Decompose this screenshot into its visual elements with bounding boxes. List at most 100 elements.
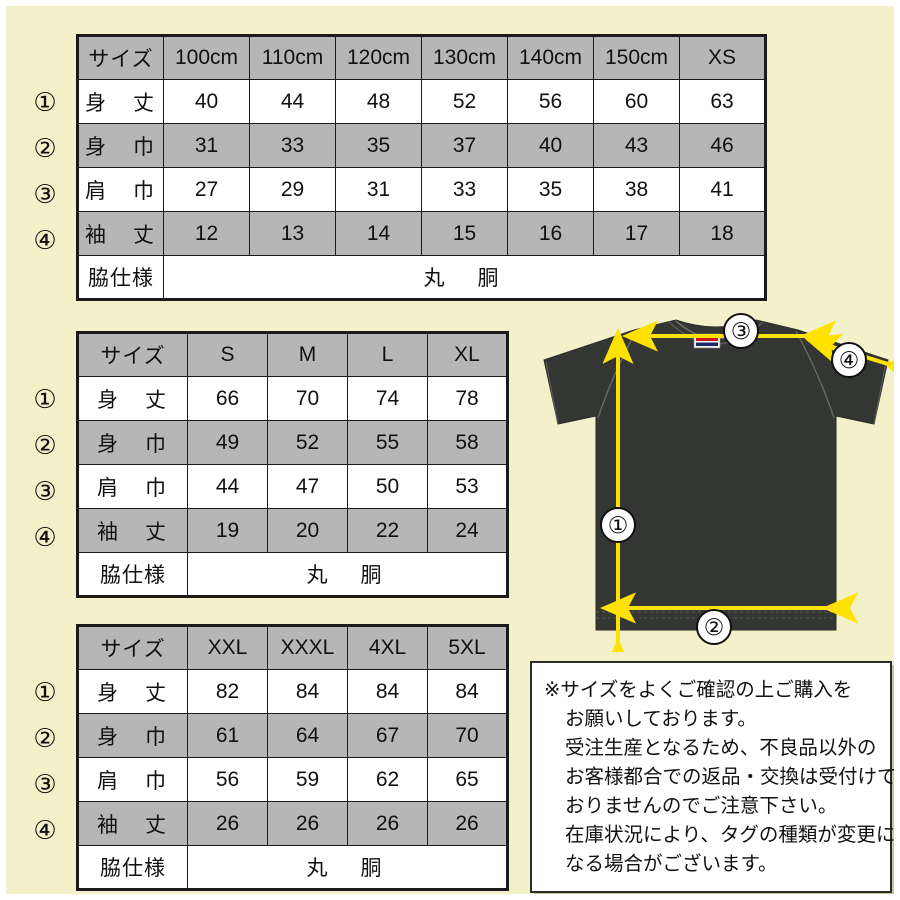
measurement-cell: 84 <box>427 669 508 714</box>
tshirt-measurement-diagram: ① ② ③ ④ <box>536 312 894 652</box>
measurement-cell: 56 <box>507 79 594 124</box>
header-cell-L: L <box>347 332 428 377</box>
callout-badge-1: ① <box>600 507 636 543</box>
table-row: 肩 巾 56 59 62 65 <box>77 757 508 802</box>
header-cell-4XL: 4XL <box>347 625 428 670</box>
row-label-cell: 身 丈 <box>77 79 164 124</box>
table-header-row: サイズ 100cm 110cm 120cm 130cm 140cm 150cm XS <box>77 35 766 80</box>
header-cell-S: S <box>187 332 268 377</box>
row-label-cell: 身 丈 <box>77 376 188 421</box>
measurement-cell: 63 <box>679 79 766 124</box>
marker-4-big: ④ <box>33 816 57 846</box>
measurement-cell: 26 <box>267 801 348 846</box>
measurement-cell: 44 <box>249 79 336 124</box>
measurement-cell: 29 <box>249 167 336 212</box>
svg-text:①: ① <box>608 513 629 539</box>
header-cell-130cm: 130cm <box>421 35 508 80</box>
row-label-cell: 身 丈 <box>77 669 188 714</box>
table-row: 袖 丈 26 26 26 26 <box>77 801 508 846</box>
table-row: 袖 丈 19 20 22 24 <box>77 508 508 553</box>
measurement-cell: 35 <box>507 167 594 212</box>
header-cell-110cm: 110cm <box>249 35 336 80</box>
measurement-cell: 26 <box>347 801 428 846</box>
marker-3-big: ③ <box>33 770 57 800</box>
marker-2-big: ② <box>33 724 57 754</box>
measurement-cell: 18 <box>679 211 766 256</box>
header-cell-size: サイズ <box>77 625 188 670</box>
side-spec-value: 丸 胴 <box>187 845 508 890</box>
side-spec-label: 脇仕様 <box>77 552 188 597</box>
note-line-7: なる場合がございます。 <box>565 852 778 875</box>
measurement-cell: 64 <box>267 713 348 758</box>
measurement-cell: 14 <box>335 211 422 256</box>
measurement-cell: 78 <box>427 376 508 421</box>
measurement-cell: 26 <box>187 801 268 846</box>
measurement-cell: 19 <box>187 508 268 553</box>
row-label-cell: 身 巾 <box>77 713 188 758</box>
note-line-3: 受注生産となるため、不良品以外の <box>565 736 877 759</box>
measurement-cell: 13 <box>249 211 336 256</box>
side-spec-label: 脇仕様 <box>77 845 188 890</box>
svg-text:④: ④ <box>839 348 860 374</box>
measurement-cell: 31 <box>335 167 422 212</box>
measurement-cell: 17 <box>593 211 680 256</box>
measurement-cell: 48 <box>335 79 422 124</box>
measurement-cell: 15 <box>421 211 508 256</box>
side-spec-row: 脇仕様丸 胴 <box>77 845 508 890</box>
measurement-cell: 70 <box>267 376 348 421</box>
marker-4-kids: ④ <box>33 226 57 256</box>
row-label-cell: 肩 巾 <box>77 464 188 509</box>
table-row: 肩 巾 27 29 31 33 35 38 41 <box>77 167 766 212</box>
svg-text:②: ② <box>704 615 725 641</box>
measurement-cell: 44 <box>187 464 268 509</box>
callout-badge-3: ③ <box>723 313 759 349</box>
measurement-cell: 84 <box>267 669 348 714</box>
bigsize-table: サイズ XXL XXXL 4XL 5XL 身 丈 82 84 84 84 身 巾 61 64 67 70 肩 … <box>76 624 509 891</box>
measurement-cell: 12 <box>163 211 250 256</box>
measurement-cell: 55 <box>347 420 428 465</box>
marker-1-adult: ① <box>33 385 57 415</box>
marker-1-kids: ① <box>33 88 57 118</box>
side-spec-row: 脇仕様丸 胴 <box>77 255 766 300</box>
header-cell-140cm: 140cm <box>507 35 594 80</box>
measurement-cell: 74 <box>347 376 428 421</box>
measurement-cell: 43 <box>593 123 680 168</box>
table-row: 袖 丈 12 13 14 15 16 17 18 <box>77 211 766 256</box>
note-line-1: ※サイズをよくご確認の上ご購入を <box>544 678 853 701</box>
measurement-cell: 49 <box>187 420 268 465</box>
row-label-cell: 身 巾 <box>77 420 188 465</box>
header-cell-5XL: 5XL <box>427 625 508 670</box>
adult-size-table: サイズ S M L XL 身 丈 66 70 74 78 身 巾 49 52 55 58 肩 巾 44 47 50 5… <box>76 331 509 598</box>
callout-badge-2: ② <box>696 609 732 645</box>
svg-text:③: ③ <box>731 319 752 345</box>
measurement-cell: 20 <box>267 508 348 553</box>
row-label-cell: 肩 巾 <box>77 757 188 802</box>
table-row: 身 丈 66 70 74 78 <box>77 376 508 421</box>
row-label-cell: 袖 丈 <box>77 508 188 553</box>
table-header-row: サイズ XXL XXXL 4XL 5XL <box>77 625 508 670</box>
header-cell-120cm: 120cm <box>335 35 422 80</box>
header-cell-150cm: 150cm <box>593 35 680 80</box>
kids-size-table: サイズ 100cm 110cm 120cm 130cm 140cm 150cm XS 身 丈 40… <box>76 34 767 301</box>
note-line-5: おりませんのでご注意下さい。 <box>565 794 838 817</box>
table-header-row: サイズ S M L XL <box>77 332 508 377</box>
measurement-cell: 31 <box>163 123 250 168</box>
bigsize-table-block: ① ② ③ ④ サイズ XXL XXXL 4XL 5XL 身 丈 82 84 84 84 身 巾 61… <box>24 624 509 891</box>
measurement-cell: 84 <box>347 669 428 714</box>
row-label-cell: 身 巾 <box>77 123 164 168</box>
kids-size-table-block: ① ② ③ ④ サイズ 100cm 110cm 120cm 130cm 140cm 150c… <box>24 34 767 301</box>
header-cell-M: M <box>267 332 348 377</box>
marker-1-big: ① <box>33 678 57 708</box>
table-row: 身 丈 40 44 48 52 56 60 63 <box>77 79 766 124</box>
measurement-cell: 37 <box>421 123 508 168</box>
side-spec-label: 脇仕様 <box>77 255 164 300</box>
measurement-cell: 58 <box>427 420 508 465</box>
measurement-cell: 67 <box>347 713 428 758</box>
header-cell-XXL: XXL <box>187 625 268 670</box>
measurement-cell: 27 <box>163 167 250 212</box>
measurement-cell: 66 <box>187 376 268 421</box>
measurement-cell: 16 <box>507 211 594 256</box>
measurement-cell: 70 <box>427 713 508 758</box>
marker-4-adult: ④ <box>33 523 57 553</box>
